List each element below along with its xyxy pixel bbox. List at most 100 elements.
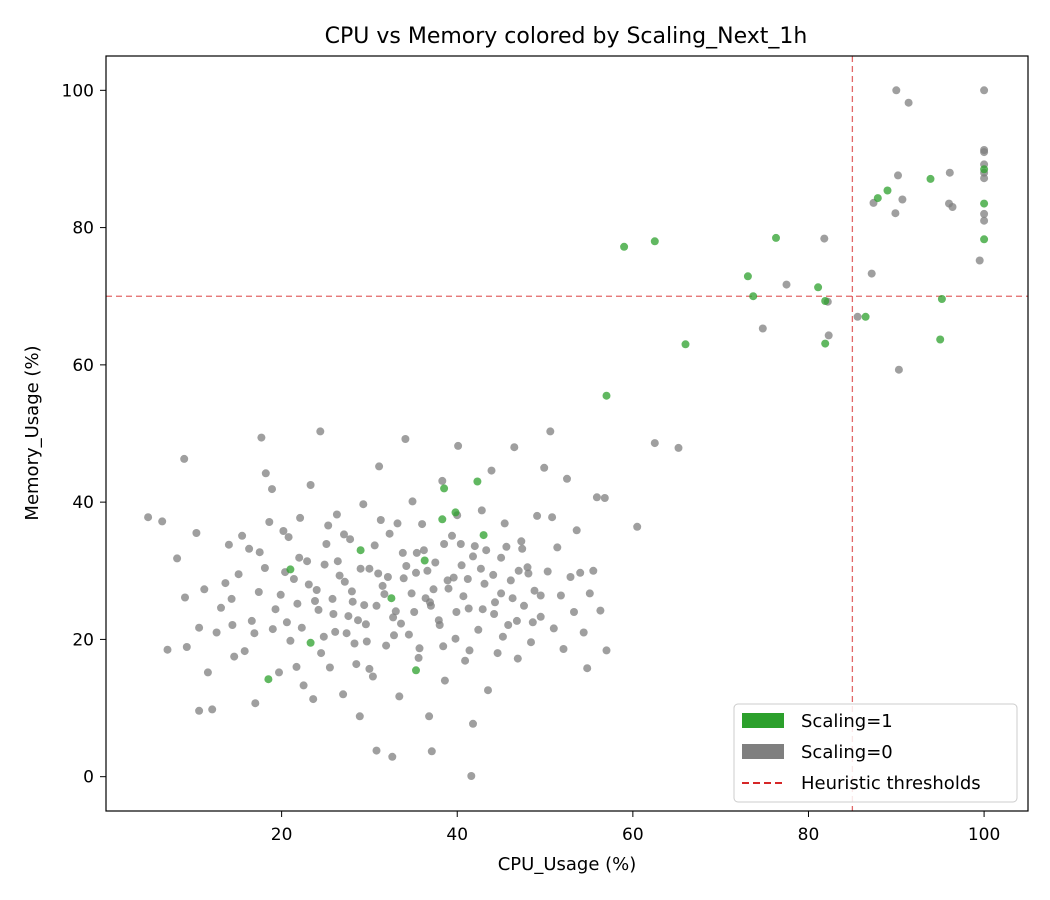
point-scaling-1: [821, 339, 830, 348]
point-scaling-0: [579, 628, 588, 637]
point-scaling-0: [572, 526, 581, 535]
point-scaling-0: [980, 174, 989, 183]
point-scaling-0: [506, 576, 515, 585]
point-scaling-0: [408, 497, 417, 506]
point-scaling-0: [602, 646, 611, 655]
x-tick-label: 80: [798, 825, 820, 845]
point-scaling-0: [378, 581, 387, 590]
legend: Scaling=1 Scaling=0 Heuristic thresholds: [733, 703, 1018, 803]
point-scaling-0: [438, 476, 447, 485]
point-scaling-0: [195, 623, 204, 632]
x-axis-ticks: 20 40 60 80 100: [271, 811, 1000, 845]
point-scaling-0: [426, 598, 434, 607]
point-scaling-0: [275, 668, 283, 677]
point-scaling-0: [324, 521, 333, 530]
point-scaling-1: [873, 194, 882, 203]
y-axis-ticks: 0 20 40 60 80 100: [62, 81, 106, 788]
point-scaling-0: [758, 324, 767, 333]
point-scaling-0: [340, 530, 348, 539]
point-scaling-0: [448, 531, 456, 540]
point-scaling-0: [192, 529, 201, 537]
point-scaling-0: [390, 631, 398, 640]
point-scaling-0: [320, 560, 329, 569]
point-scaling-0: [250, 629, 259, 638]
point-scaling-0: [208, 705, 217, 714]
point-scaling-1: [387, 594, 396, 603]
point-scaling-0: [306, 481, 315, 489]
point-scaling-0: [592, 493, 601, 502]
point-scaling-0: [410, 608, 419, 616]
point-scaling-0: [782, 280, 791, 289]
point-scaling-0: [898, 195, 907, 204]
point-scaling-1: [749, 292, 758, 301]
point-scaling-0: [286, 636, 295, 645]
point-scaling-1: [681, 340, 690, 349]
point-scaling-0: [260, 564, 269, 572]
point-scaling-0: [556, 591, 565, 600]
y-tick-label: 60: [72, 356, 94, 376]
x-tick-label: 20: [271, 825, 293, 845]
point-scaling-0: [311, 597, 319, 605]
point-scaling-0: [265, 518, 274, 526]
point-scaling-0: [489, 570, 498, 579]
point-scaling-0: [268, 485, 276, 494]
point-scaling-0: [465, 646, 474, 655]
point-scaling-0: [224, 540, 233, 549]
point-scaling-0: [518, 544, 527, 553]
point-scaling-0: [412, 548, 421, 557]
point-scaling-0: [393, 519, 402, 528]
point-scaling-0: [359, 500, 368, 509]
point-scaling-0: [546, 427, 555, 436]
point-scaling-0: [566, 573, 575, 581]
point-scaling-0: [820, 234, 829, 243]
point-scaling-0: [401, 435, 410, 443]
point-scaling-0: [144, 513, 153, 522]
point-scaling-1: [821, 297, 830, 305]
point-scaling-0: [456, 540, 465, 548]
legend-swatch-scaling-1: [742, 713, 784, 728]
point-scaling-0: [375, 462, 384, 471]
point-scaling-0: [512, 616, 521, 625]
point-scaling-0: [444, 584, 453, 593]
point-scaling-0: [325, 663, 334, 672]
point-scaling-0: [894, 171, 902, 180]
point-scaling-0: [368, 672, 377, 681]
point-scaling-0: [508, 594, 517, 603]
point-scaling-0: [894, 365, 903, 374]
point-scaling-0: [487, 466, 496, 475]
point-scaling-0: [520, 601, 528, 610]
point-scaling-0: [452, 608, 461, 616]
point-scaling-0: [331, 627, 340, 636]
y-axis-label: Memory_Usage (%): [22, 345, 43, 520]
point-scaling-0: [200, 585, 209, 594]
point-scaling-0: [431, 558, 440, 567]
point-scaling-0: [570, 608, 578, 616]
y-tick-label: 40: [72, 493, 94, 513]
point-scaling-1: [743, 272, 752, 281]
point-scaling-0: [443, 576, 452, 585]
point-scaling-0: [477, 506, 486, 515]
point-scaling-0: [527, 638, 535, 647]
point-scaling-0: [533, 511, 542, 520]
point-scaling-0: [904, 98, 913, 107]
point-scaling-0: [376, 516, 385, 524]
point-scaling-0: [374, 569, 383, 578]
point-scaling-0: [316, 427, 325, 436]
point-scaling-0: [497, 553, 506, 562]
point-scaling-0: [467, 772, 476, 780]
point-scaling-0: [493, 649, 502, 658]
point-scaling-0: [180, 454, 189, 463]
point-scaling-0: [463, 575, 472, 583]
point-scaling-0: [158, 517, 167, 526]
point-scaling-0: [380, 590, 389, 599]
point-scaling-0: [254, 588, 263, 596]
point-scaling-1: [264, 675, 273, 684]
point-scaling-0: [195, 706, 204, 715]
point-scaling-1: [356, 546, 365, 555]
point-scaling-0: [362, 637, 371, 646]
point-scaling-0: [352, 660, 361, 669]
point-scaling-0: [524, 569, 533, 578]
point-scaling-0: [548, 513, 557, 522]
point-scaling-0: [867, 269, 876, 278]
point-scaling-0: [261, 469, 270, 478]
